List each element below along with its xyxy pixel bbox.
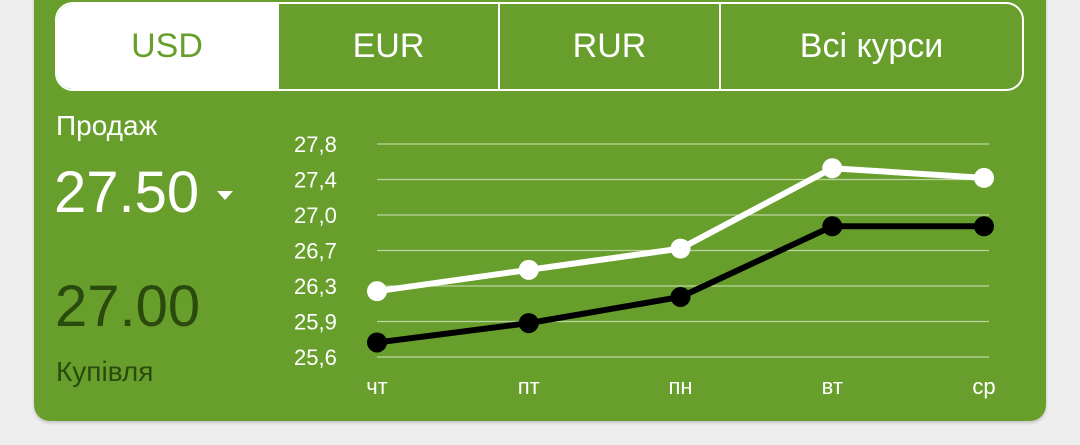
sell-data-point	[518, 259, 539, 280]
y-tick-label: 26,7	[294, 239, 337, 264]
tab-all-rates[interactable]: Всі курси	[799, 27, 944, 65]
x-tick-label: чт	[366, 374, 388, 399]
x-tick-label: пт	[518, 374, 540, 399]
buy-data-point	[670, 286, 691, 307]
y-tick-label: 26,3	[294, 274, 337, 299]
trend-down-icon	[217, 190, 234, 200]
buy-label: Купівля	[56, 356, 154, 387]
sell-data-point	[367, 281, 387, 302]
rate-chart: 27,8 27,4 27,0 26,7 26,3 25,9 25,6 чт пт пн вт ср	[294, 132, 996, 399]
sell-data-point	[974, 167, 994, 188]
sell-value: 27.50	[54, 160, 200, 225]
y-tick-label: 25,6	[294, 345, 337, 370]
sell-row: 27.50	[54, 158, 234, 228]
y-tick-label: 25,9	[294, 310, 337, 335]
buy-data-point	[822, 216, 843, 237]
buy-data-point	[367, 332, 387, 353]
sell-data-point	[670, 238, 691, 259]
tab-usd[interactable]: USD	[57, 4, 279, 89]
buy-data-point	[518, 313, 539, 334]
buy-data-point	[974, 216, 994, 237]
y-tick-label: 27,8	[294, 132, 337, 157]
buy-value: 27.00	[55, 274, 201, 339]
x-tick-label: вт	[822, 374, 843, 399]
x-tick-label: пн	[668, 374, 692, 399]
y-tick-label: 27,0	[294, 203, 337, 228]
tab-eur[interactable]: EUR	[279, 4, 500, 89]
y-tick-label: 27,4	[294, 168, 337, 193]
currency-tabs: USD EUR RUR Всі курси	[55, 2, 1024, 91]
exchange-rate-card: USD EUR RUR Всі курси Продаж 27.50 27.00…	[34, 0, 1046, 421]
sell-label: Продаж	[56, 110, 158, 141]
sell-data-point	[822, 158, 843, 179]
sell-series-line	[374, 165, 987, 295]
tab-rur[interactable]: RUR	[500, 4, 721, 89]
x-tick-label: ср	[972, 374, 995, 399]
